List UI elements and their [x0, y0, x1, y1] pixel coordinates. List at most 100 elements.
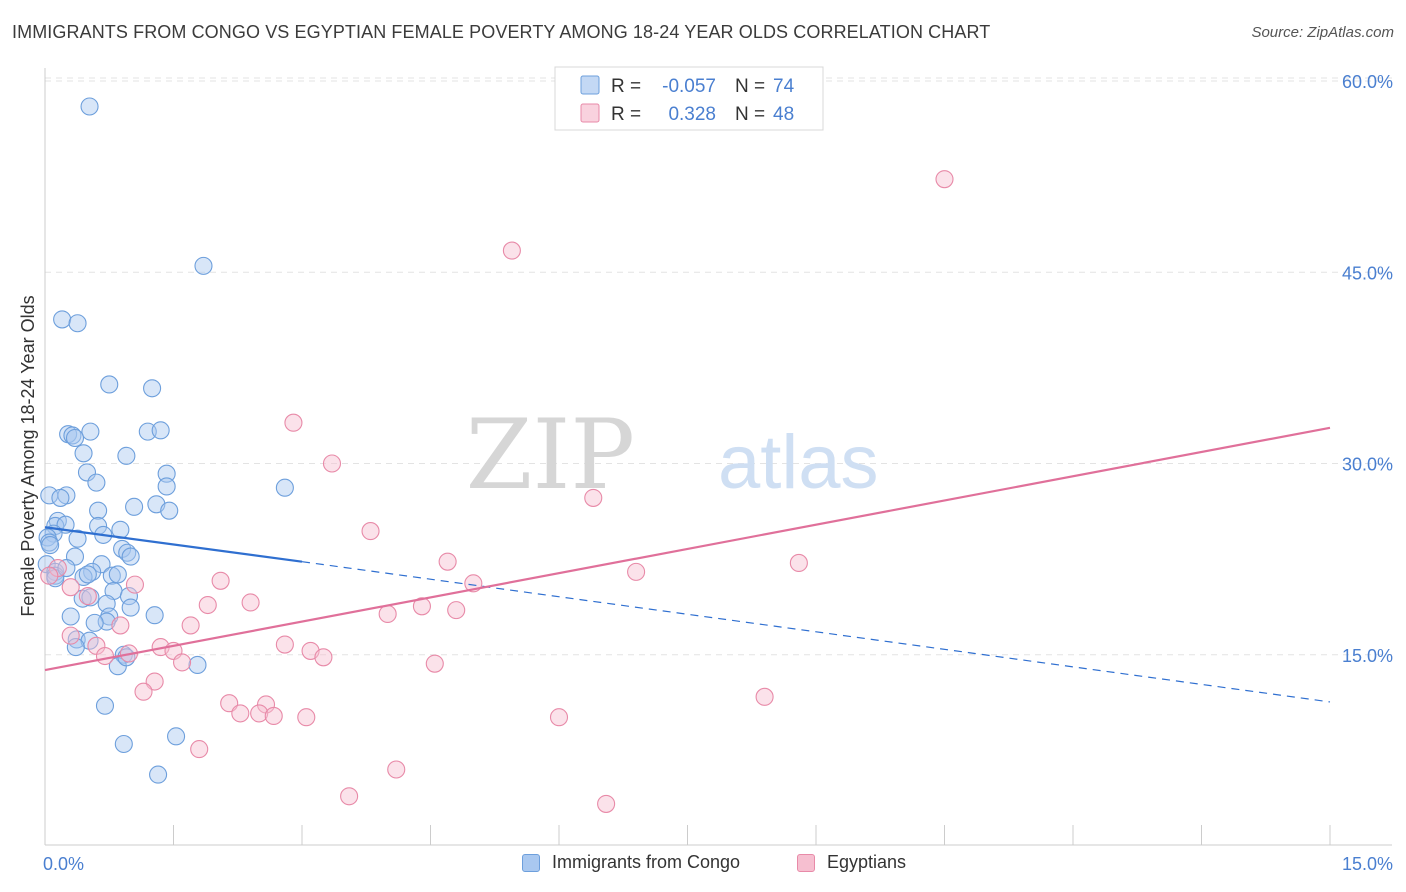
- data-point-egyptians: [412, 597, 431, 616]
- data-point-egyptians: [125, 575, 144, 594]
- data-point-egyptians: [297, 708, 316, 727]
- data-point-congo: [188, 655, 207, 675]
- trend-line-congo: [44, 526, 303, 563]
- data-point-congo: [87, 473, 106, 492]
- data-point-congo: [66, 638, 85, 657]
- data-point-congo: [157, 464, 176, 483]
- data-point-congo: [68, 529, 87, 548]
- data-point-congo: [74, 444, 93, 463]
- data-point-egyptians: [387, 760, 406, 779]
- y-tick-label: 45.0%: [1342, 263, 1393, 283]
- data-point-egyptians: [789, 553, 808, 573]
- data-point-congo: [119, 587, 139, 606]
- data-point-congo: [275, 478, 294, 497]
- data-point-egyptians: [627, 562, 646, 581]
- series-legend: Immigrants from Congo Egyptians: [0, 852, 1406, 878]
- data-point-egyptians: [264, 706, 283, 726]
- data-point-congo: [65, 428, 85, 448]
- legend-n-value-congo: 74: [773, 76, 795, 97]
- watermark-atlas: atlas: [718, 420, 879, 505]
- y-tick-label: 30.0%: [1342, 455, 1393, 475]
- watermark: ZIP atlas: [466, 399, 879, 511]
- data-point-congo: [108, 565, 127, 584]
- data-point-congo: [61, 607, 80, 626]
- stats-legend-frame: [554, 66, 824, 131]
- legend-swatch-congo: [580, 75, 600, 95]
- data-point-congo: [194, 256, 213, 275]
- series-legend-congo[interactable]: Immigrants from Congo: [522, 852, 740, 873]
- data-point-congo: [41, 536, 60, 555]
- legend-n-label-egyptians: N =: [735, 104, 765, 125]
- data-point-egyptians: [597, 794, 616, 813]
- data-point-congo: [117, 446, 136, 465]
- data-point-egyptians: [134, 682, 153, 701]
- data-point-congo: [95, 696, 115, 715]
- data-point-egyptians: [438, 552, 457, 571]
- data-point-congo: [149, 765, 168, 784]
- series-legend-label-egyptians: Egyptians: [827, 852, 907, 872]
- series-legend-label-congo: Immigrants from Congo: [552, 852, 741, 872]
- legend-r-label-egyptians: R =: [611, 104, 641, 125]
- data-point-congo: [73, 589, 92, 608]
- stats-legend: R = -0.057 N = 74 R = 0.328 N = 48: [554, 66, 824, 131]
- data-point-egyptians: [322, 454, 342, 473]
- legend-n-label-congo: N =: [735, 76, 765, 97]
- data-point-egyptians: [284, 413, 303, 432]
- data-point-egyptians: [231, 704, 250, 723]
- data-point-egyptians: [181, 616, 200, 635]
- x-tick-label: 0.0%: [43, 854, 84, 874]
- data-point-egyptians: [250, 704, 269, 723]
- data-point-congo: [51, 488, 70, 507]
- trend-line-egyptians: [44, 426, 1331, 672]
- chart-title: IMMIGRANTS FROM CONGO VS EGYPTIAN FEMALE…: [12, 22, 991, 42]
- data-point-congo: [53, 310, 72, 329]
- y-axis-label: Female Poverty Among 18-24 Year Olds: [18, 295, 38, 616]
- data-point-congo: [167, 727, 186, 746]
- legend-r-label-congo: R =: [611, 76, 641, 97]
- gridlines: [45, 77, 1392, 656]
- data-point-congo: [78, 565, 97, 584]
- data-point-egyptians: [447, 601, 466, 620]
- data-point-congo: [100, 375, 119, 394]
- data-point-congo: [89, 501, 108, 520]
- data-point-egyptians: [361, 522, 380, 541]
- data-points: [37, 97, 954, 813]
- data-point-congo: [125, 497, 144, 516]
- data-point-congo: [143, 379, 162, 398]
- data-point-congo: [85, 613, 104, 632]
- x-tick-label: 15.0%: [1342, 854, 1393, 874]
- data-point-congo: [138, 422, 157, 441]
- data-point-congo: [121, 598, 140, 617]
- data-point-egyptians: [241, 593, 260, 612]
- data-point-egyptians: [190, 740, 209, 759]
- series-swatch-egyptians: [797, 853, 815, 872]
- series-legend-egyptians[interactable]: Egyptians: [797, 852, 906, 873]
- data-point-congo: [68, 314, 87, 333]
- data-point-congo: [63, 426, 82, 445]
- data-point-congo: [80, 97, 99, 116]
- axes: 15.0% 30.0% 45.0% 60.0% 0.0% 15.0%: [43, 68, 1393, 874]
- data-point-egyptians: [111, 616, 130, 635]
- legend-r-value-congo: -0.057: [662, 76, 716, 97]
- data-point-egyptians: [220, 694, 239, 713]
- legend-r-value-egyptians: 0.328: [668, 104, 716, 125]
- data-point-egyptians: [314, 648, 333, 667]
- y-tick-label: 15.0%: [1342, 646, 1393, 666]
- data-point-congo: [102, 566, 121, 585]
- data-point-congo: [160, 501, 179, 520]
- data-point-egyptians: [211, 571, 230, 590]
- source-credit: Source: ZipAtlas.com: [1251, 24, 1394, 41]
- series-swatch-congo: [522, 853, 540, 872]
- data-point-egyptians: [173, 653, 192, 672]
- data-point-egyptians: [502, 241, 521, 260]
- data-point-egyptians: [425, 654, 444, 673]
- legend-n-value-egyptians: 48: [773, 104, 794, 125]
- data-point-congo: [92, 555, 111, 574]
- legend-swatch-egyptians: [580, 103, 600, 123]
- data-point-egyptians: [584, 488, 603, 507]
- data-point-congo: [145, 606, 164, 625]
- trend-line-congo-extension: [301, 561, 1331, 703]
- trend-lines: [44, 426, 1331, 703]
- data-point-egyptians: [549, 708, 569, 727]
